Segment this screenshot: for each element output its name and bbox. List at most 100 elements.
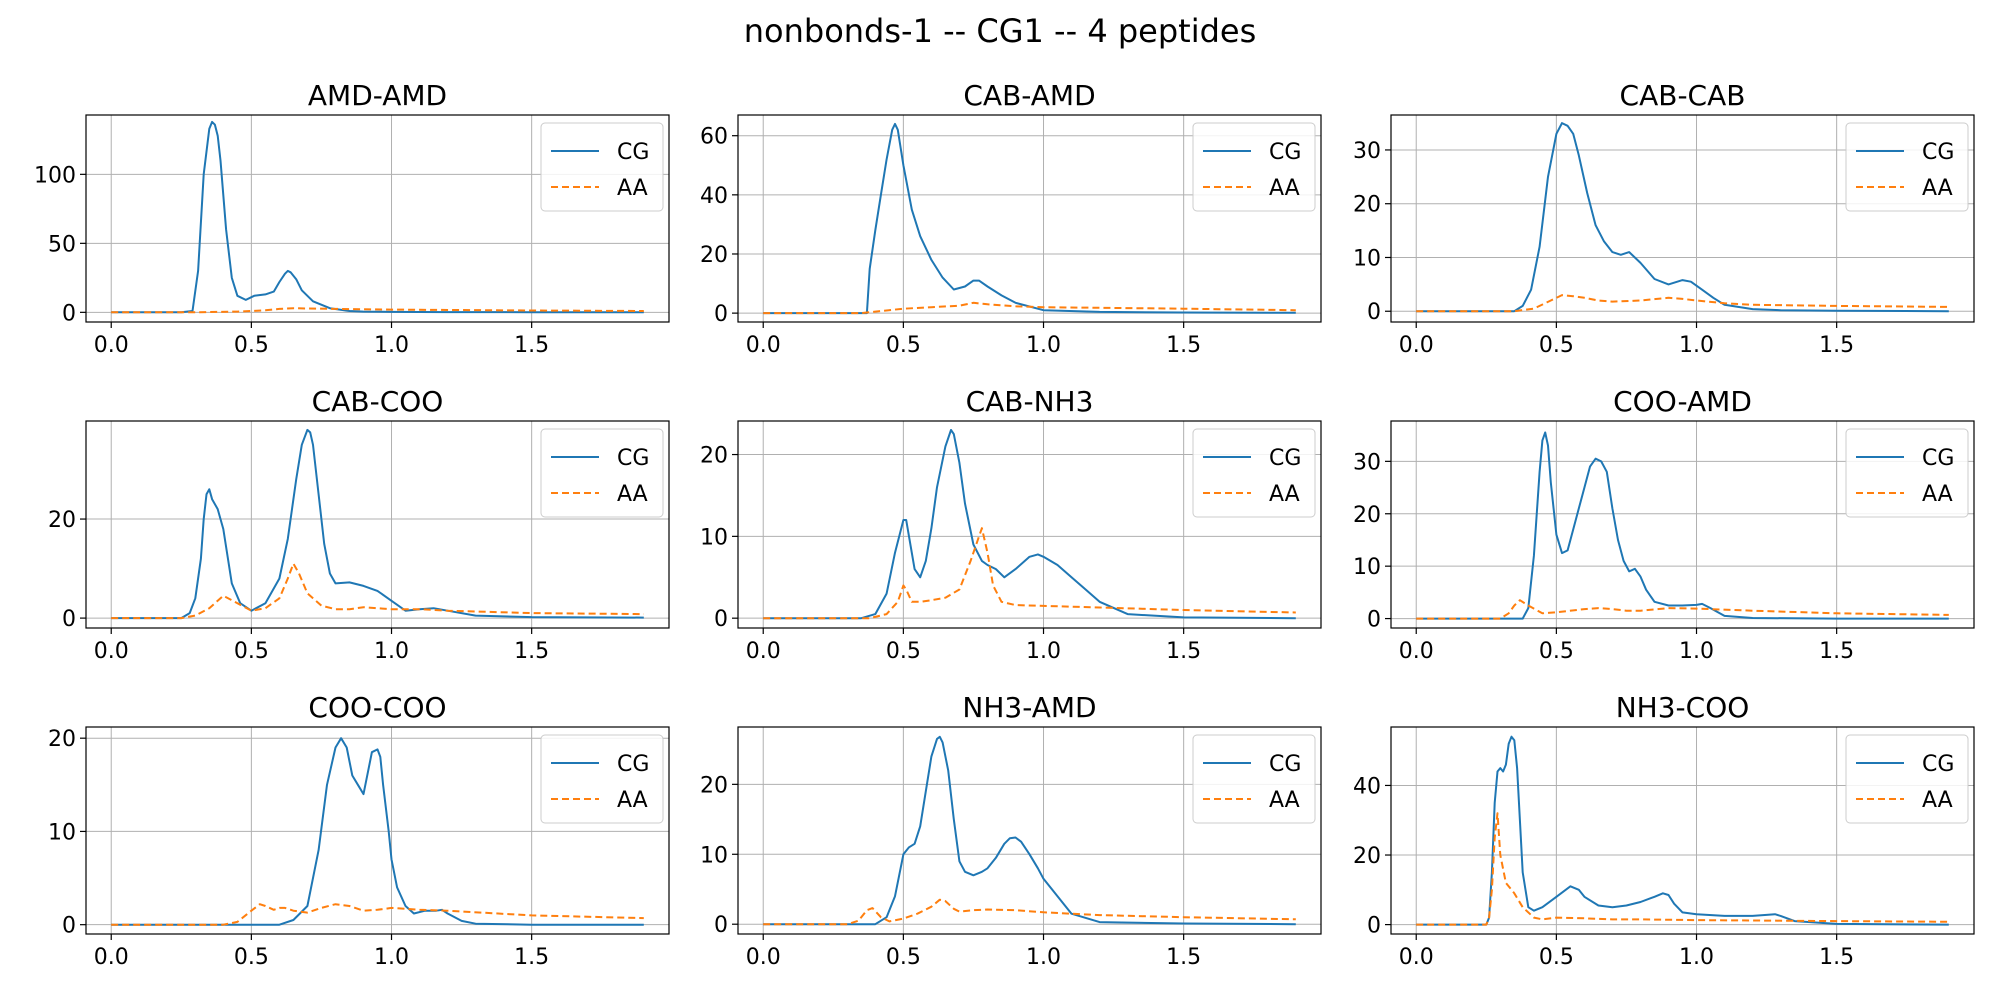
- legend-label: CG: [1269, 752, 1301, 777]
- y-tick-label: 40: [700, 184, 728, 209]
- x-tick-label: 1.5: [514, 945, 549, 970]
- legend-label: CG: [1269, 140, 1301, 165]
- x-tick-label: 1.5: [514, 333, 549, 358]
- x-tick-label: 0.0: [94, 639, 129, 664]
- y-tick-label: 0: [1367, 300, 1381, 325]
- subplot-coo-coo: COO-COO 0.0 0.5 1.0 1.5 0 10 20 CG AA: [48, 691, 670, 970]
- axes-frame: [85, 114, 670, 323]
- y-tick-label: 10: [1353, 555, 1381, 580]
- y-tick-label: 0: [62, 607, 76, 632]
- x-tick-label: 0.5: [886, 639, 921, 664]
- subplot-title: NH3-COO: [1616, 691, 1750, 724]
- legend-box: [1845, 734, 1969, 824]
- y-tick-label: 100: [34, 163, 76, 188]
- x-tick-label: 0.5: [1539, 945, 1574, 970]
- series-line-aa: [1416, 294, 1949, 313]
- x-tick-label: 1.0: [374, 945, 409, 970]
- y-tick-label: 10: [700, 525, 728, 550]
- x-tick-label: 0.0: [94, 333, 129, 358]
- series-line-cg: [763, 735, 1296, 926]
- subplot-cab-cab: CAB-CAB 0.0 0.5 1.0 1.5 0 10 20 30 CG AA: [1353, 79, 1975, 358]
- x-tick-label: 0.0: [1399, 945, 1434, 970]
- legend-label: CG: [617, 446, 649, 471]
- x-tick-label: 1.5: [514, 639, 549, 664]
- subplot-title: CAB-NH3: [966, 385, 1094, 418]
- axes-frame: [737, 114, 1322, 323]
- x-tick-label: 1.5: [1819, 945, 1854, 970]
- x-tick-label: 1.0: [1026, 945, 1061, 970]
- y-tick-label: 20: [700, 444, 728, 469]
- series-line-aa: [1416, 599, 1949, 620]
- x-tick-label: 0.5: [1539, 333, 1574, 358]
- series-line-cg: [763, 429, 1296, 620]
- series-line-aa: [763, 898, 1296, 926]
- x-tick-label: 1.0: [374, 639, 409, 664]
- legend-box: [1192, 428, 1316, 518]
- x-tick-label: 1.0: [1679, 945, 1714, 970]
- y-tick-label: 0: [714, 913, 728, 938]
- legend-label: AA: [617, 482, 648, 507]
- series-line-cg: [111, 120, 644, 314]
- legend-label: AA: [1269, 788, 1300, 813]
- subplot-title: COO-AMD: [1613, 385, 1752, 418]
- subplot-cab-amd: CAB-AMD 0.0 0.5 1.0 1.5 0 20 40 60 CG AA: [700, 79, 1322, 358]
- y-tick-label: 50: [48, 232, 76, 257]
- legend-label: AA: [1269, 482, 1300, 507]
- axes-frame: [1390, 114, 1975, 323]
- x-tick-label: 0.0: [1399, 333, 1434, 358]
- y-tick-label: 30: [1353, 139, 1381, 164]
- axes-frame: [1390, 420, 1975, 629]
- subplot-coo-amd: COO-AMD 0.0 0.5 1.0 1.5 0 10 20 30 CG AA: [1353, 385, 1975, 664]
- subplot-title: CAB-COO: [312, 385, 444, 418]
- series-line-cg: [1416, 431, 1949, 620]
- y-tick-label: 20: [1353, 193, 1381, 218]
- y-tick-label: 10: [48, 820, 76, 845]
- x-tick-label: 1.0: [1026, 333, 1061, 358]
- series-line-aa: [1416, 812, 1949, 926]
- figure-title: nonbonds-1 -- CG1 -- 4 peptides: [743, 12, 1257, 50]
- legend-box: [540, 428, 664, 518]
- x-tick-label: 0.0: [1399, 639, 1434, 664]
- subplot-title: AMD-AMD: [308, 79, 447, 112]
- y-tick-label: 60: [700, 125, 728, 150]
- legend-label: CG: [1922, 140, 1954, 165]
- y-tick-label: 0: [1367, 608, 1381, 633]
- subplot-title: COO-COO: [308, 691, 446, 724]
- x-tick-label: 0.5: [234, 639, 269, 664]
- x-tick-label: 1.5: [1166, 639, 1201, 664]
- series-line-aa: [111, 307, 644, 314]
- x-tick-label: 1.0: [1679, 333, 1714, 358]
- axes-frame: [1390, 726, 1975, 935]
- subplot-title: CAB-AMD: [963, 79, 1095, 112]
- series-line-cg: [1416, 735, 1949, 926]
- legend-label: CG: [1922, 752, 1954, 777]
- x-tick-label: 1.0: [1026, 639, 1061, 664]
- x-tick-label: 0.0: [746, 639, 781, 664]
- x-tick-label: 0.0: [746, 945, 781, 970]
- legend-label: CG: [617, 752, 649, 777]
- subplot-cab-coo: CAB-COO 0.0 0.5 1.0 1.5 0 20 CG AA: [48, 385, 670, 664]
- y-tick-label: 40: [1353, 774, 1381, 799]
- legend-label: AA: [1922, 482, 1953, 507]
- legend-box: [540, 734, 664, 824]
- series-line-aa: [763, 527, 1296, 620]
- legend-label: AA: [1269, 176, 1300, 201]
- x-tick-label: 0.5: [1539, 639, 1574, 664]
- series-line-aa: [763, 301, 1296, 315]
- y-tick-label: 0: [714, 302, 728, 327]
- legend-box: [1192, 122, 1316, 212]
- y-tick-label: 20: [48, 508, 76, 533]
- subplot-nh3-amd: NH3-AMD 0.0 0.5 1.0 1.5 0 10 20 CG AA: [700, 691, 1322, 970]
- legend-label: AA: [1922, 788, 1953, 813]
- series-line-cg: [763, 122, 1296, 315]
- series-line-cg: [1416, 122, 1949, 313]
- x-tick-label: 0.5: [234, 945, 269, 970]
- series-line-cg: [111, 428, 644, 620]
- axes-frame: [737, 420, 1322, 629]
- axes-frame: [737, 726, 1322, 935]
- x-tick-label: 1.0: [374, 333, 409, 358]
- y-tick-label: 10: [1353, 246, 1381, 271]
- subplot-title: CAB-CAB: [1620, 79, 1746, 112]
